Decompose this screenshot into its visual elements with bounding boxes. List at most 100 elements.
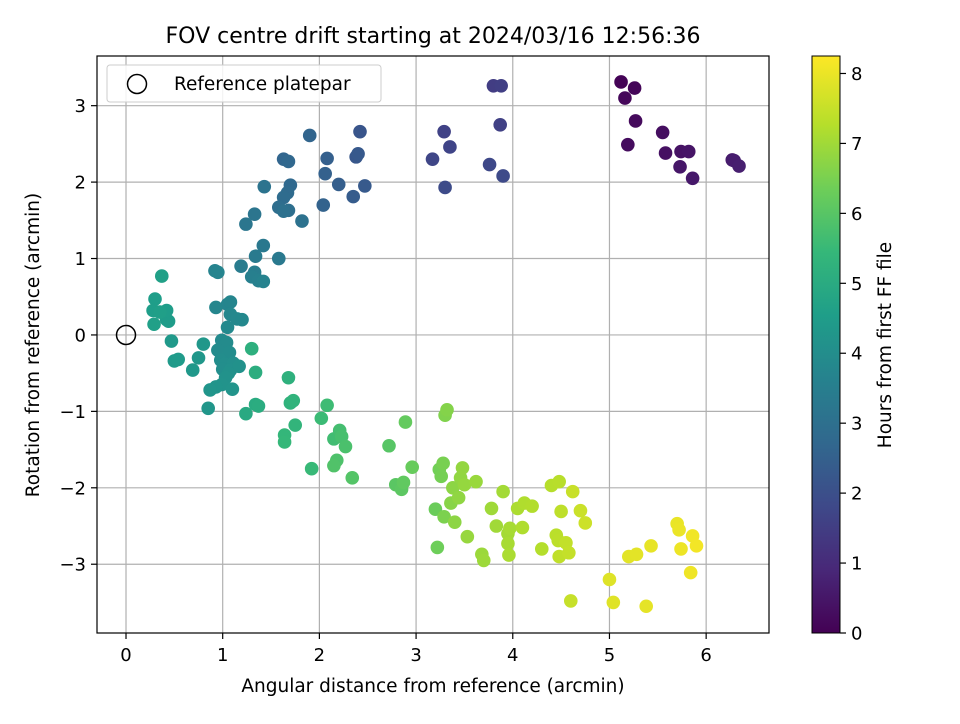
scatter-point	[565, 484, 580, 499]
colorbar-tick-label: 5	[851, 274, 862, 295]
scatter-point	[203, 383, 217, 397]
scatter-points	[146, 75, 746, 614]
scatter-point	[251, 399, 266, 413]
scatter-point	[232, 359, 246, 374]
colorbar-gradient	[811, 55, 841, 634]
scatter-point	[443, 140, 457, 154]
scatter-point	[503, 521, 517, 536]
scatter-point	[573, 503, 588, 518]
colorbar-ticks: 0 1 2 3 4 5 6 7 8	[840, 64, 862, 645]
y-tick-label: 2	[75, 173, 86, 194]
scatter-point	[482, 157, 497, 172]
scatter-point	[639, 599, 654, 614]
scatter-point	[655, 125, 670, 140]
scatter-point	[248, 249, 263, 264]
scatter-point	[434, 469, 449, 484]
scatter-point	[256, 238, 271, 253]
scatter-point	[405, 460, 420, 474]
scatter-point	[327, 458, 341, 473]
x-tick-label: 2	[314, 645, 325, 666]
scatter-point	[674, 542, 688, 556]
scatter-point	[563, 594, 578, 608]
scatter-point	[502, 548, 516, 562]
y-tick-label: 0	[75, 325, 86, 346]
scatter-point	[191, 351, 206, 365]
scatter-point	[331, 177, 346, 192]
scatter-point	[281, 370, 296, 385]
scatter-point	[562, 545, 576, 560]
legend-box	[106, 64, 382, 103]
scatter-point	[552, 474, 566, 489]
scatter-point	[685, 171, 700, 186]
scatter-point	[672, 523, 686, 537]
x-tick-label: 3	[410, 645, 421, 666]
scatter-point	[457, 477, 472, 492]
scatter-point	[621, 137, 635, 152]
scatter-point	[295, 214, 309, 228]
colorbar-tick-label: 3	[851, 414, 862, 435]
y-tick-label: −3	[59, 555, 86, 576]
scatter-point	[288, 418, 303, 432]
scatter-point	[185, 363, 200, 377]
scatter-point	[211, 265, 225, 280]
scatter-point	[209, 300, 223, 315]
scatter-point	[314, 411, 329, 426]
scatter-point	[436, 456, 450, 471]
scatter-point	[496, 169, 510, 183]
scatter-point	[446, 480, 460, 495]
scatter-point	[196, 337, 211, 351]
scatter-point	[515, 520, 530, 535]
scatter-point	[147, 317, 161, 332]
scatter-point	[286, 393, 301, 408]
colorbar-tick-label: 1	[851, 554, 862, 575]
scatter-point	[732, 159, 746, 173]
y-axis-label: Rotation from reference (arcmin)	[23, 193, 44, 497]
x-axis-ticks: 0 1 2 3 4 5 6	[120, 633, 712, 666]
scatter-point	[358, 179, 372, 193]
y-tick-label: 1	[75, 249, 86, 270]
scatter-point	[201, 401, 215, 416]
legend-marker	[126, 73, 148, 95]
scatter-point	[425, 152, 440, 166]
scatter-point	[484, 501, 499, 516]
chart-title: FOV centre drift starting at 2024/03/16 …	[166, 24, 701, 49]
scatter-point	[223, 295, 238, 309]
x-tick-label: 6	[700, 645, 711, 666]
plot-frame	[96, 55, 770, 634]
colorbar-label: Hours from first FF file	[875, 242, 896, 448]
scatter-point	[318, 166, 332, 181]
scatter-point	[629, 547, 644, 562]
scatter-point	[658, 146, 673, 160]
scatter-point	[627, 81, 642, 95]
scatter-point	[353, 124, 367, 139]
scatter-point	[320, 151, 334, 166]
y-tick-label: −2	[59, 478, 86, 499]
scatter-point	[382, 438, 396, 453]
scatter-point	[281, 154, 296, 169]
scatter-point	[489, 519, 504, 533]
colorbar-tick-label: 7	[851, 134, 862, 155]
y-axis-ticks: −3 −2 −1 0 1 2 3	[59, 96, 97, 576]
scatter-point	[396, 475, 411, 490]
scatter-point	[164, 334, 179, 348]
scatter-point	[554, 504, 568, 519]
scatter-point	[628, 114, 643, 128]
scatter-point	[437, 124, 451, 139]
scatter-point	[469, 474, 483, 489]
scatter-point	[276, 204, 291, 218]
scatter-point	[430, 540, 445, 555]
x-tick-label: 4	[507, 645, 518, 666]
scatter-point	[534, 542, 549, 556]
reference-platepar-marker	[115, 324, 137, 346]
scatter-point	[338, 439, 353, 454]
scatter-point	[440, 403, 454, 417]
x-tick-label: 1	[217, 645, 228, 666]
colorbar-tick-label: 6	[851, 204, 862, 225]
colorbar-tick-label: 0	[851, 624, 862, 645]
scatter-point	[277, 435, 292, 449]
scatter-point	[496, 484, 510, 499]
scatter-point	[244, 341, 259, 356]
scatter-point	[398, 415, 413, 429]
